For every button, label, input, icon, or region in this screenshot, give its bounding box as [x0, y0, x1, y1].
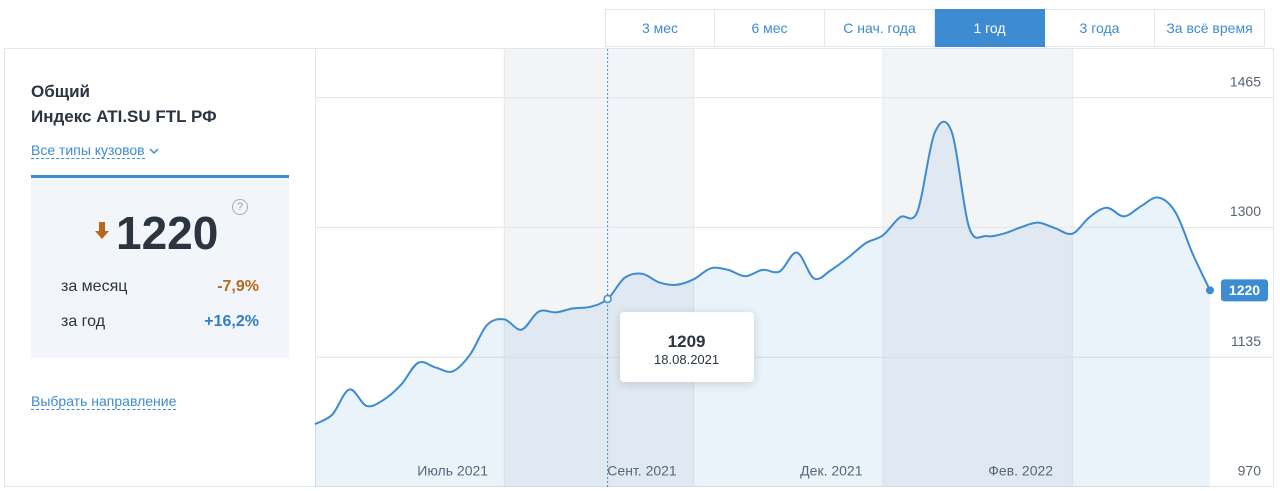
tab[interactable]: 3 мес — [605, 9, 715, 47]
tooltip-value: 1209 — [667, 331, 706, 351]
x-tick-label: Дек. 2021 — [800, 463, 863, 479]
tab[interactable]: За всё время — [1155, 9, 1265, 47]
last-badge — [1221, 279, 1268, 302]
chevron — [149, 148, 159, 155]
stat-value: +16,2% — [204, 313, 259, 330]
hover-point — [603, 294, 612, 304]
x-tick-label: Сент. 2021 — [607, 463, 677, 479]
stat-label: за месяц — [61, 278, 128, 295]
frame — [4, 48, 1274, 487]
tab[interactable]: 1 год — [935, 9, 1045, 47]
tooltip-date: 18.08.2021 — [654, 351, 720, 367]
x-tick-label: Июль 2021 — [417, 463, 488, 479]
last-value: 1220 — [1229, 282, 1260, 298]
filter-link[interactable]: Все типы кузовов — [31, 142, 145, 159]
last-point — [1206, 286, 1214, 295]
tab[interactable]: 6 мес — [715, 9, 825, 47]
tab[interactable]: 3 года — [1045, 9, 1155, 47]
band — [504, 49, 694, 487]
line — [314, 120, 1211, 425]
y-tick-label: 1465 — [1230, 73, 1261, 89]
band — [882, 49, 1073, 487]
area — [315, 121, 1210, 487]
stat-label: за год — [61, 313, 106, 330]
period-tabs: 3 мес 6 мес С нач. года 1 год 3 года За всё в… — [605, 9, 1265, 48]
stat-value: -7,9% — [217, 278, 259, 295]
x-tick-label: Фев. 2022 — [988, 463, 1053, 479]
direction-link[interactable]: Выбрать направление — [31, 393, 177, 410]
down-arrow — [95, 222, 109, 239]
y-tick-label: 1300 — [1230, 203, 1261, 219]
help-icon[interactable]: ? — [232, 199, 248, 215]
title-line: Общий — [31, 82, 90, 101]
tooltip: 1209 18.08.2021 — [619, 311, 754, 382]
y-tick-label: 970 — [1238, 463, 1262, 479]
y-tick-label: 1135 — [1231, 333, 1261, 349]
index-box: 1220 ? за месяц -7,9% за год +16,2% — [31, 175, 289, 358]
tab[interactable]: С нач. года — [825, 9, 935, 47]
current-value: 1220 — [116, 207, 219, 259]
filter[interactable]: Все типы кузовов — [31, 142, 159, 160]
title-line: Индекс ATI.SU FTL РФ — [31, 107, 217, 126]
